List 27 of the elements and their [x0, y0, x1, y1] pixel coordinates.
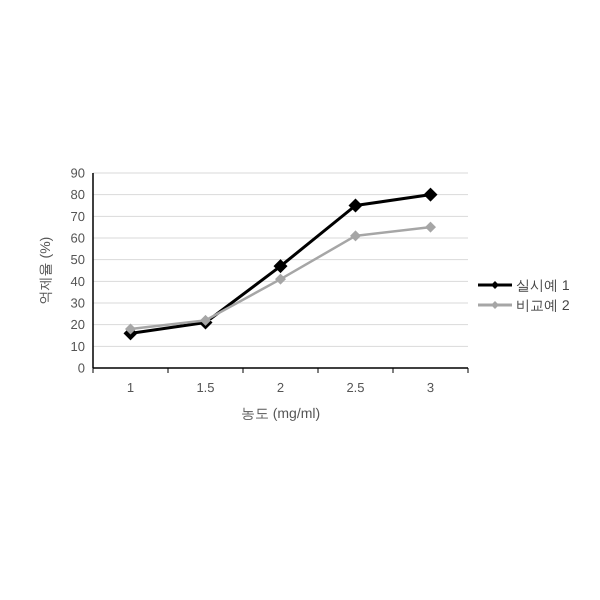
legend-label: 실시예 1 [516, 277, 570, 293]
point [200, 314, 211, 326]
x-tick-label: 1.5 [196, 380, 215, 395]
x-tick-label: 3 [426, 380, 434, 395]
y-axis-title: 억제율 (%) [37, 236, 53, 304]
y-tick-label: 80 [70, 187, 85, 202]
x-tick-label: 2 [276, 380, 284, 395]
x-tick-label: 2.5 [346, 380, 365, 395]
y-tick-label: 60 [70, 230, 85, 246]
x-tick-label: 1 [126, 380, 134, 395]
y-tick-label: 50 [70, 252, 85, 268]
point [425, 222, 436, 233]
point [424, 188, 438, 202]
legend-label: 비교예 2 [516, 297, 570, 313]
y-tick-label: 0 [78, 360, 85, 376]
point [274, 259, 288, 274]
point [350, 230, 361, 242]
y-tick-label: 10 [70, 338, 85, 354]
y-tick-label: 30 [70, 296, 85, 310]
point [348, 198, 362, 212]
point [275, 274, 286, 285]
y-tick-label: 20 [70, 317, 85, 332]
y-tick-label: 40 [70, 274, 85, 289]
y-tick-label: 70 [70, 208, 85, 224]
point [125, 324, 136, 334]
y-tick-label: 90 [70, 166, 85, 180]
x-axis-title: 농도 (mg/ml) [240, 405, 320, 421]
